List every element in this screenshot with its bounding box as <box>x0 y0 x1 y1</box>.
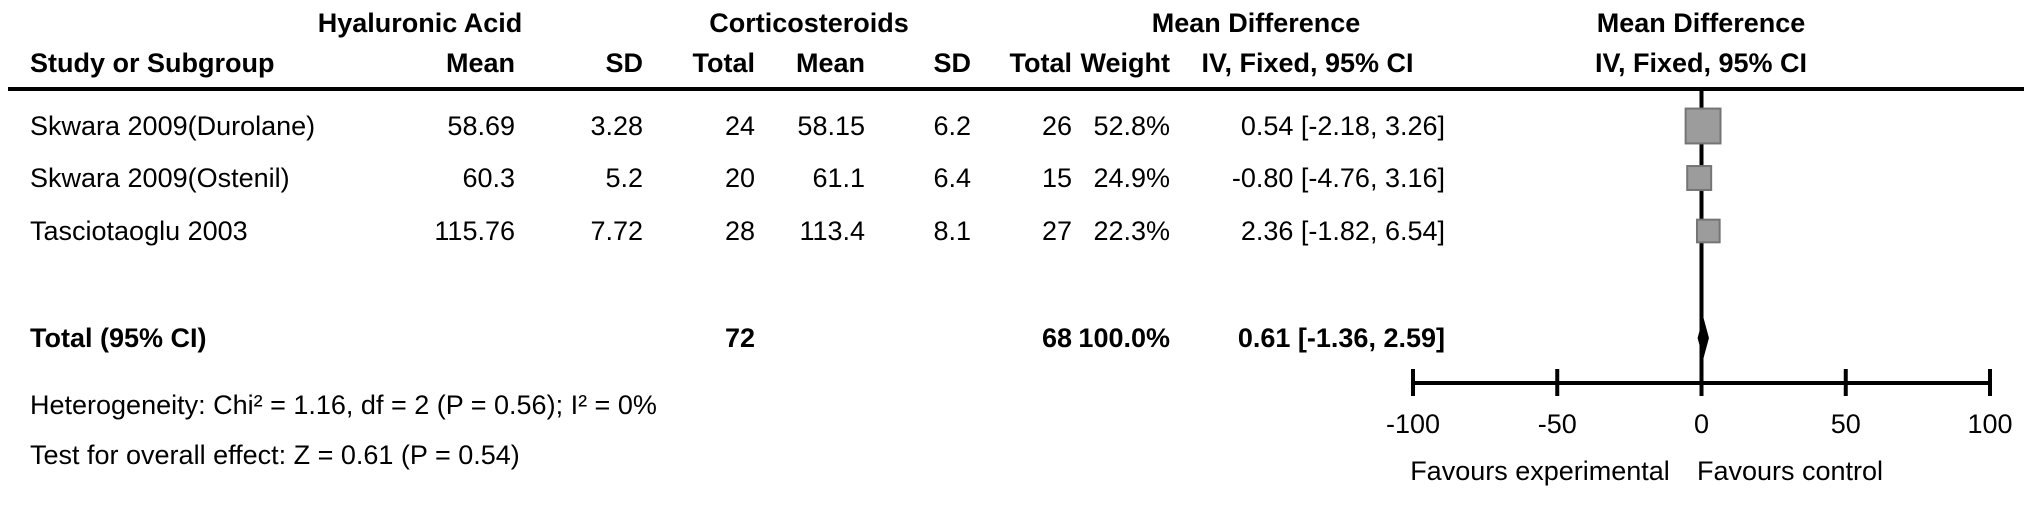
col-header-sd-ctl: SD <box>933 48 971 78</box>
total-ci-value: 0.61 [-1.36, 2.59] <box>1237 323 1445 353</box>
study-label: Skwara 2009(Ostenil) <box>30 163 290 193</box>
total-exp-sum: 72 <box>724 323 755 353</box>
total-weight-value: 100.0% <box>1078 323 1170 353</box>
col-header-mean-ctl: Mean <box>795 48 865 78</box>
axis-tick-label: -100 <box>1386 409 1440 439</box>
sd-ctl-value: 6.4 <box>933 163 971 193</box>
mean-exp-value: 115.76 <box>434 216 515 246</box>
mean-ctl-value: 61.1 <box>812 163 865 193</box>
axis-tick-label: 50 <box>1831 409 1861 439</box>
total-exp-value: 28 <box>724 216 755 246</box>
col-header-study: Study or Subgroup <box>30 48 275 78</box>
ci-value: 2.36 [-1.82, 6.54] <box>1240 216 1445 246</box>
sd-exp-value: 3.28 <box>590 111 643 141</box>
study-label: Skwara 2009(Durolane) <box>30 111 316 141</box>
mean-ctl-value: 58.15 <box>797 111 865 141</box>
total-ctl-value: 27 <box>1041 216 1072 246</box>
total-exp-value: 20 <box>724 163 755 193</box>
sd-ctl-value: 8.1 <box>933 216 971 246</box>
favours-control-label: Favours control <box>1697 456 1883 486</box>
group-header-mean-difference-values: Mean Difference <box>1151 8 1361 38</box>
table-row: Skwara 2009(Ostenil) 60.3 5.2 20 61.1 6.… <box>0 161 2031 195</box>
ci-value: -0.80 [-4.76, 3.16] <box>1231 163 1445 193</box>
heterogeneity-text: Heterogeneity: Chi² = 1.16, df = 2 (P = … <box>30 390 657 420</box>
total-exp-value: 24 <box>724 111 755 141</box>
sd-exp-value: 5.2 <box>605 163 643 193</box>
table-row: Skwara 2009(Durolane) 58.69 3.28 24 58.1… <box>0 109 2031 143</box>
col-header-total-exp: Total <box>692 48 756 78</box>
table-row: Tasciotaoglu 2003 115.76 7.72 28 113.4 8… <box>0 214 2031 248</box>
column-header-row: Study or Subgroup Mean SD Total Mean SD … <box>0 46 2031 80</box>
study-label: Tasciotaoglu 2003 <box>30 216 248 246</box>
sd-exp-value: 7.72 <box>590 216 643 246</box>
mean-ctl-value: 113.4 <box>799 216 865 246</box>
col-header-total-ctl: Total <box>1009 48 1073 78</box>
weight-value: 22.3% <box>1093 216 1170 246</box>
weight-value: 24.9% <box>1093 163 1170 193</box>
group-header-experimental: Hyaluronic Acid <box>317 8 523 38</box>
overall-effect-text: Test for overall effect: Z = 0.61 (P = 0… <box>30 440 520 470</box>
total-ctl-sum: 68 <box>1041 323 1072 353</box>
mean-exp-value: 60.3 <box>462 163 515 193</box>
ci-value: 0.54 [-2.18, 3.26] <box>1240 111 1445 141</box>
total-row: Total (95% CI) 72 68 100.0% 0.61 [-1.36,… <box>0 321 2031 355</box>
total-ctl-value: 26 <box>1041 111 1072 141</box>
header-divider <box>8 87 2024 91</box>
col-header-mean-exp: Mean <box>445 48 515 78</box>
axis-tick-label: 100 <box>1967 409 2012 439</box>
favours-experimental-label: Favours experimental <box>1410 456 1670 486</box>
sd-ctl-value: 6.2 <box>933 111 971 141</box>
mean-exp-value: 58.69 <box>447 111 515 141</box>
col-header-sd-exp: SD <box>605 48 643 78</box>
axis-tick-label: -50 <box>1538 409 1577 439</box>
axis-tick-label: 0 <box>1694 409 1709 439</box>
col-header-weight: Weight <box>1080 48 1171 78</box>
col-header-ci-values: IV, Fixed, 95% CI <box>1201 48 1414 78</box>
weight-value: 52.8% <box>1093 111 1170 141</box>
total-label: Total (95% CI) <box>30 323 207 353</box>
group-header-mean-difference-plot: Mean Difference <box>1596 8 1806 38</box>
group-header-control: Corticosteroids <box>709 8 909 38</box>
col-header-ci-plot: IV, Fixed, 95% CI <box>1594 48 1808 78</box>
total-ctl-value: 15 <box>1041 163 1072 193</box>
